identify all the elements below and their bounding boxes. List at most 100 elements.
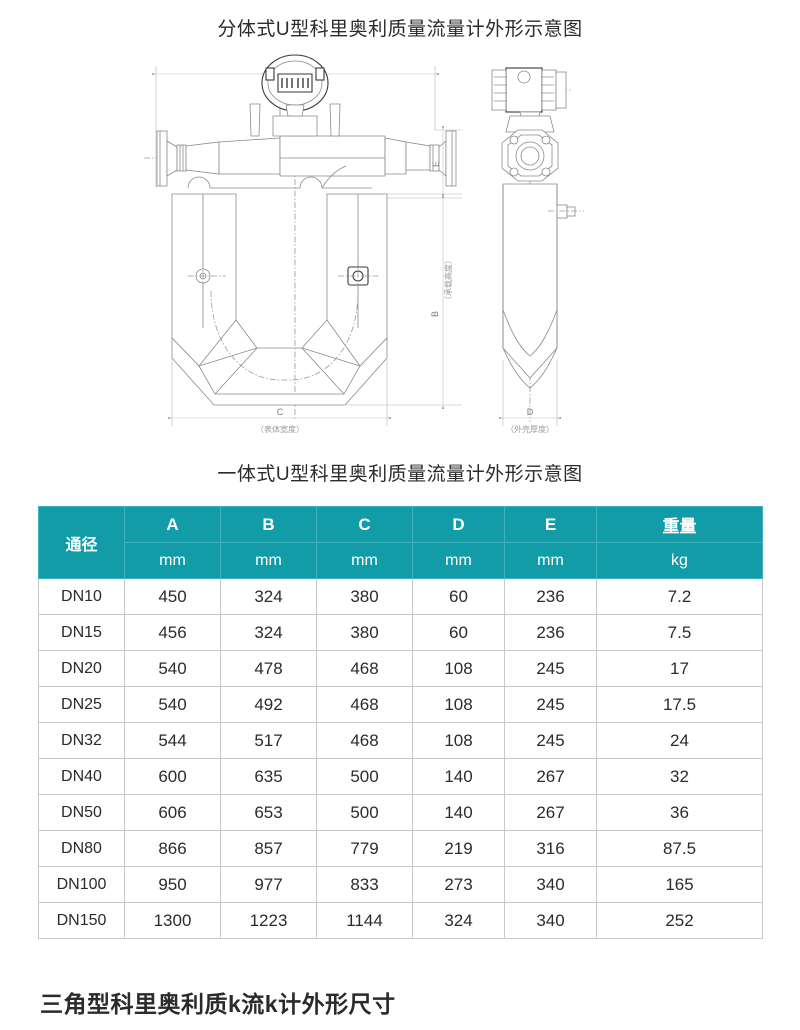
- cell-e: 236: [504, 614, 597, 651]
- cell-a: 606: [124, 794, 221, 831]
- table-row: DN15 456 324 380 60 236 7.5: [38, 614, 763, 651]
- table-row: DN10 450 324 380 60 236 7.2: [38, 578, 763, 615]
- cell-bore: DN32: [38, 722, 125, 759]
- cell-b: 324: [220, 578, 317, 615]
- column-unit-e: mm: [504, 542, 597, 579]
- cell-e: 316: [504, 830, 597, 867]
- table-header: 通径 A B C D E 重量 mm mm mm mm mm kg: [38, 506, 763, 579]
- table-row: DN32 544 517 468 108 245 24: [38, 722, 763, 759]
- left-port-fitting: [188, 262, 226, 292]
- page-title-separate-type: 分体式U型科里奥利质量流量计外形示意图: [217, 19, 583, 40]
- side-body: [502, 183, 584, 389]
- cell-weight: 36: [596, 794, 763, 831]
- dimension-c: C （表体宽度）: [167, 358, 392, 434]
- dimension-d: D （外壳厚度）: [498, 360, 562, 434]
- cell-b: 478: [220, 650, 317, 687]
- cell-a: 456: [124, 614, 221, 651]
- cell-e: 340: [504, 866, 597, 903]
- cell-d: 108: [412, 686, 505, 723]
- outline-dimension-drawing: .ln { fill:none; stroke:#8a8a8a; stroke-…: [140, 48, 670, 448]
- column-unit-weight: kg: [596, 542, 763, 579]
- cell-e: 245: [504, 722, 597, 759]
- dimension-e-letter: E: [431, 161, 441, 167]
- dimension-c-letter: C: [277, 407, 284, 417]
- table-header-row-letters: 通径 A B C D E 重量: [38, 506, 763, 579]
- table-row: DN100 950 977 833 273 340 165: [38, 866, 763, 903]
- cell-e: 340: [504, 902, 597, 939]
- column-unit-a: mm: [124, 542, 221, 579]
- section-heading-triangle-type: 三角型科里奥利质k流k计外形尺寸: [40, 991, 396, 1017]
- page-title-integrated-type: 一体式U型科里奥利质量流量计外形示意图: [217, 464, 583, 485]
- cell-b: 635: [220, 758, 317, 795]
- cell-a: 600: [124, 758, 221, 795]
- column-header-b: B: [220, 506, 317, 543]
- right-port-fitting: [338, 260, 380, 294]
- table-row: DN50 606 653 500 140 267 36: [38, 794, 763, 831]
- column-header-e: E: [504, 506, 597, 543]
- side-view-u-tube-meter: [491, 67, 584, 422]
- cell-weight: 17.5: [596, 686, 763, 723]
- cell-c: 779: [316, 830, 413, 867]
- cell-d: 60: [412, 614, 505, 651]
- cell-a: 450: [124, 578, 221, 615]
- column-header-c: C: [316, 506, 413, 543]
- cell-e: 245: [504, 650, 597, 687]
- dimension-b-note: （承载高度）: [443, 256, 453, 304]
- cell-e: 267: [504, 758, 597, 795]
- cell-d: 108: [412, 722, 505, 759]
- cell-weight: 7.2: [596, 578, 763, 615]
- cell-bore: DN80: [38, 830, 125, 867]
- cell-bore: DN50: [38, 794, 125, 831]
- cell-bore: DN40: [38, 758, 125, 795]
- cell-b: 492: [220, 686, 317, 723]
- cell-bore: DN25: [38, 686, 125, 723]
- cell-bore: DN10: [38, 578, 125, 615]
- cell-weight: 252: [596, 902, 763, 939]
- cell-b: 324: [220, 614, 317, 651]
- cell-bore: DN20: [38, 650, 125, 687]
- dimension-spec-table: 通径 A B C D E 重量 mm mm mm mm mm kg DN10 4…: [38, 506, 763, 939]
- cell-c: 833: [316, 866, 413, 903]
- dimension-c-note: （表体宽度）: [256, 424, 304, 434]
- spec-table-container: 通径 A B C D E 重量 mm mm mm mm mm kg DN10 4…: [38, 506, 763, 939]
- cell-b: 977: [220, 866, 317, 903]
- cell-b: 1223: [220, 902, 317, 939]
- cell-d: 140: [412, 758, 505, 795]
- table-row: DN20 540 478 468 108 245 17: [38, 650, 763, 687]
- dimension-b-letter: B: [430, 311, 440, 317]
- cell-weight: 24: [596, 722, 763, 759]
- cell-e: 236: [504, 578, 597, 615]
- column-unit-d: mm: [412, 542, 505, 579]
- table-header-row-units: mm mm mm mm mm kg: [39, 542, 763, 579]
- cell-e: 245: [504, 686, 597, 723]
- cell-a: 866: [124, 830, 221, 867]
- table-row: DN25 540 492 468 108 245 17.5: [38, 686, 763, 723]
- table-body: DN10 450 324 380 60 236 7.2 DN15 456 324…: [38, 578, 763, 939]
- cell-c: 500: [316, 794, 413, 831]
- cell-a: 544: [124, 722, 221, 759]
- cell-d: 108: [412, 650, 505, 687]
- housing-bottom: [171, 290, 388, 406]
- front-view-u-tube-meter: [144, 54, 457, 420]
- cell-d: 324: [412, 902, 505, 939]
- drawing-svg: .ln { fill:none; stroke:#8a8a8a; stroke-…: [144, 54, 584, 434]
- cell-b: 653: [220, 794, 317, 831]
- cell-a: 540: [124, 686, 221, 723]
- column-unit-b: mm: [220, 542, 317, 579]
- table-row: DN40 600 635 500 140 267 32: [38, 758, 763, 795]
- cell-weight: 32: [596, 758, 763, 795]
- cell-c: 380: [316, 614, 413, 651]
- cell-bore: DN100: [38, 866, 125, 903]
- cell-a: 540: [124, 650, 221, 687]
- cell-c: 468: [316, 722, 413, 759]
- table-row: DN150 1300 1223 1144 324 340 252: [38, 902, 763, 939]
- column-header-a: A: [124, 506, 221, 543]
- cell-weight: 87.5: [596, 830, 763, 867]
- column-header-weight: 重量: [596, 506, 763, 543]
- column-header-d: D: [412, 506, 505, 543]
- side-port-fitting: [548, 204, 584, 219]
- cell-c: 468: [316, 650, 413, 687]
- cell-d: 273: [412, 866, 505, 903]
- table-row: DN80 866 857 779 219 316 87.5: [38, 830, 763, 867]
- cell-c: 380: [316, 578, 413, 615]
